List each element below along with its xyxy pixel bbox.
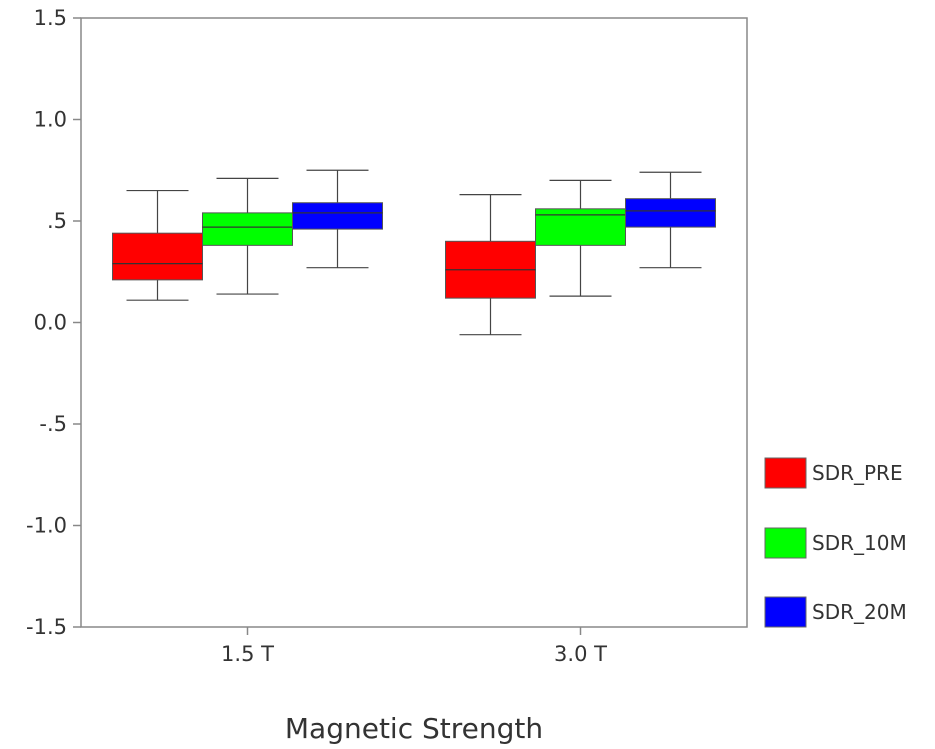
box-sdr-20m bbox=[292, 169, 383, 269]
iqr-box bbox=[535, 208, 626, 246]
legend-swatch bbox=[764, 457, 807, 489]
box-sdr-10m bbox=[202, 177, 293, 295]
x-tick-label: 3.0 T bbox=[554, 642, 607, 666]
x-axis-title: Magnetic Strength bbox=[285, 712, 543, 745]
legend-swatch bbox=[764, 527, 807, 559]
y-tick-label: 0.0 bbox=[34, 311, 67, 335]
iqr-box bbox=[625, 198, 716, 228]
x-axis: 1.5 T 3.0 T bbox=[221, 627, 607, 666]
box-group bbox=[112, 169, 716, 336]
x-tick-label: 1.5 T bbox=[221, 642, 274, 666]
iqr-box bbox=[112, 232, 203, 281]
y-tick-label: -1.0 bbox=[26, 514, 67, 538]
y-axis: 1.5 1.0 .5 0.0 -.5 -1.0 -1.5 bbox=[26, 6, 81, 639]
y-tick-label: -1.5 bbox=[26, 615, 67, 639]
y-tick-label: -.5 bbox=[39, 412, 67, 436]
legend-label: SDR_PRE bbox=[812, 461, 903, 485]
iqr-box bbox=[202, 212, 293, 246]
legend-swatch bbox=[764, 596, 807, 628]
y-tick-label: .5 bbox=[47, 209, 67, 233]
box-sdr-pre bbox=[445, 194, 536, 336]
y-tick-label: 1.5 bbox=[34, 6, 67, 30]
y-tick-label: 1.0 bbox=[34, 108, 67, 132]
box-sdr-20m bbox=[625, 171, 716, 269]
box-sdr-10m bbox=[535, 179, 626, 297]
legend-label: SDR_20M bbox=[812, 600, 907, 624]
box-sdr-pre bbox=[112, 189, 203, 301]
plot-frame bbox=[80, 17, 748, 628]
legend: SDR_PRE SDR_10M SDR_20M bbox=[764, 457, 907, 628]
iqr-box bbox=[292, 202, 383, 230]
legend-label: SDR_10M bbox=[812, 531, 907, 555]
